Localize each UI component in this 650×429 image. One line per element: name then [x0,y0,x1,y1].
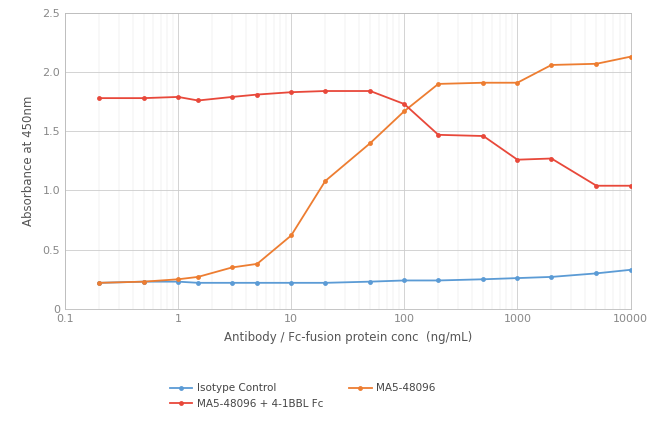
MA5-48096 + 4-1BBL Fc [627,183,634,188]
MA5-48096 + 4-1BBL Fc [514,157,521,162]
Isotype Control [367,279,374,284]
MA5-48096 + 4-1BBL Fc [367,88,374,94]
MA5-48096 + 4-1BBL Fc [434,132,442,137]
Isotype Control [593,271,601,276]
MA5-48096 + 4-1BBL Fc [174,94,182,100]
Isotype Control [140,279,148,284]
MA5-48096 [287,233,295,238]
Isotype Control [400,278,408,283]
MA5-48096 + 4-1BBL Fc [95,96,103,101]
MA5-48096 [400,109,408,114]
MA5-48096 [95,280,103,285]
MA5-48096 [514,80,521,85]
Line: MA5-48096 + 4-1BBL Fc: MA5-48096 + 4-1BBL Fc [97,88,633,188]
Isotype Control [194,280,202,285]
Legend: Isotype Control, MA5-48096 + 4-1BBL Fc, MA5-48096: Isotype Control, MA5-48096 + 4-1BBL Fc, … [165,379,439,413]
MA5-48096 + 4-1BBL Fc [547,156,555,161]
MA5-48096 + 4-1BBL Fc [287,90,295,95]
MA5-48096 [321,178,329,184]
Isotype Control [547,274,555,279]
Line: MA5-48096: MA5-48096 [97,54,633,285]
Isotype Control [254,280,261,285]
Isotype Control [627,267,634,272]
Isotype Control [434,278,442,283]
MA5-48096 [367,141,374,146]
Isotype Control [321,280,329,285]
MA5-48096 [547,62,555,67]
MA5-48096 + 4-1BBL Fc [228,94,236,100]
Isotype Control [95,280,103,285]
MA5-48096 + 4-1BBL Fc [194,98,202,103]
MA5-48096 + 4-1BBL Fc [321,88,329,94]
X-axis label: Antibody / Fc-fusion protein conc  (ng/mL): Antibody / Fc-fusion protein conc (ng/mL… [224,331,472,344]
MA5-48096 + 4-1BBL Fc [400,102,408,107]
MA5-48096 + 4-1BBL Fc [480,133,488,139]
MA5-48096 + 4-1BBL Fc [254,92,261,97]
MA5-48096 [627,54,634,59]
Isotype Control [480,277,488,282]
MA5-48096 [593,61,601,66]
MA5-48096 [434,82,442,87]
Y-axis label: Absorbance at 450nm: Absorbance at 450nm [23,96,36,226]
Line: Isotype Control: Isotype Control [97,267,633,285]
MA5-48096 [254,261,261,266]
MA5-48096 + 4-1BBL Fc [140,96,148,101]
MA5-48096 [228,265,236,270]
MA5-48096 [174,277,182,282]
MA5-48096 [194,274,202,279]
Isotype Control [287,280,295,285]
MA5-48096 [480,80,488,85]
MA5-48096 + 4-1BBL Fc [593,183,601,188]
Isotype Control [228,280,236,285]
Isotype Control [514,275,521,281]
Isotype Control [174,279,182,284]
MA5-48096 [140,279,148,284]
